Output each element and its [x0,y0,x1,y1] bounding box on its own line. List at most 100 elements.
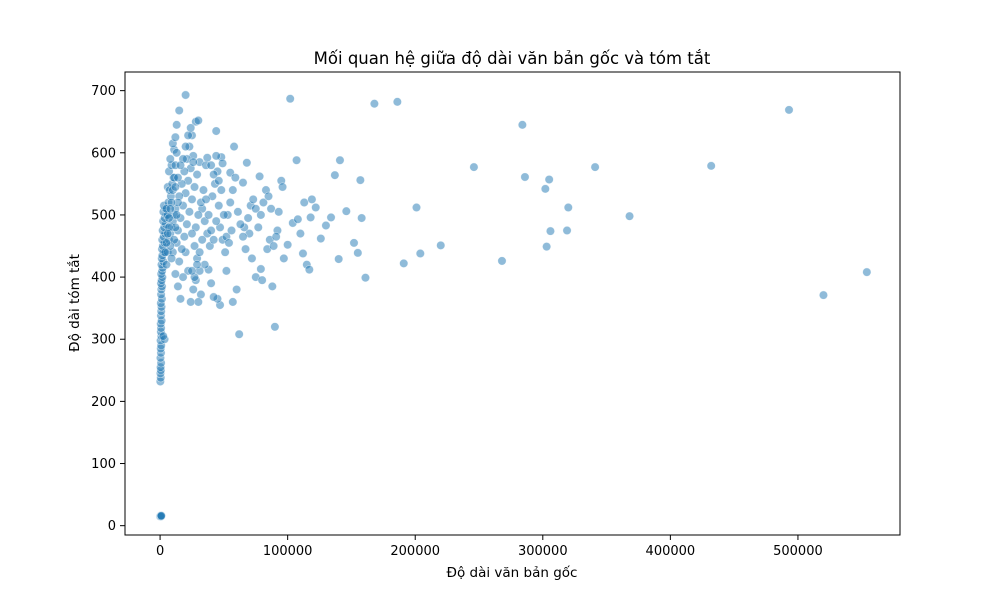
data-point [214,201,224,211]
y-tick-label: 700 [91,84,116,99]
data-point [235,219,245,229]
data-point [177,244,187,254]
data-point [326,212,336,222]
x-tick-label: 400000 [646,544,696,559]
data-point [230,173,240,183]
data-point [274,207,284,217]
y-tick-label: 300 [91,333,116,348]
data-point [307,194,317,204]
data-point [292,155,302,165]
data-point [181,142,191,152]
data-point [202,153,212,163]
data-point [238,232,248,242]
data-point [321,221,331,231]
data-point [264,191,274,201]
data-point [293,214,303,224]
data-point [211,216,221,226]
data-point [204,210,214,220]
data-point [192,170,202,180]
data-point [156,511,166,521]
data-point [399,258,409,268]
data-point [278,182,288,192]
data-point [190,182,200,192]
data-point [469,162,479,172]
data-point [186,297,196,307]
data-point [161,260,171,270]
data-point [279,253,289,263]
chart-title: Mối quan hệ giữa độ dài văn bản gốc và t… [314,49,711,68]
data-point [355,175,365,185]
data-point [625,211,635,221]
data-point [304,265,314,275]
data-point [330,170,340,180]
data-point [211,126,221,136]
data-point [517,120,527,130]
data-point [187,229,197,239]
data-point [174,106,184,116]
data-point [193,210,203,220]
y-tick-label: 100 [91,457,116,472]
y-tick-label: 600 [91,146,116,161]
data-point [706,161,716,171]
data-point [248,194,258,204]
data-point [251,204,261,214]
data-point [545,226,555,236]
data-point [411,202,421,212]
data-point [187,266,197,276]
data-point [214,176,224,186]
data-point [201,194,211,204]
data-point [192,260,202,270]
data-point [520,172,530,182]
data-point [209,292,219,302]
data-point [267,281,277,291]
data-point [172,210,182,220]
data-point [862,267,872,277]
data-point [179,232,189,242]
data-point [562,225,572,235]
data-point [311,202,321,212]
data-point [209,170,219,180]
data-point [257,275,267,285]
data-point [784,105,794,115]
data-point [160,247,170,257]
data-point [228,185,238,195]
data-point [188,285,198,295]
data-point [349,238,359,248]
y-tick-label: 500 [91,208,116,223]
data-point [224,238,234,248]
data-point [165,204,175,214]
points-layer [155,90,872,521]
data-point [544,175,554,185]
data-point [170,269,180,279]
data-point [227,225,237,235]
data-point [299,198,309,208]
data-point [335,155,345,165]
data-point [266,204,276,214]
data-point [255,171,265,181]
data-point [188,157,198,167]
data-point [306,212,316,222]
data-point [316,234,326,244]
data-point [221,266,231,276]
data-point [360,273,370,283]
data-point [238,178,248,188]
data-point [206,160,216,170]
data-point [233,207,243,217]
data-point [170,182,180,192]
data-point [415,248,425,258]
x-tick-label: 300000 [518,544,568,559]
data-point [436,240,446,250]
data-point [178,272,188,282]
data-point [218,158,228,168]
plot-frame [124,71,901,536]
data-point [270,322,280,332]
x-tick-label: 100000 [263,544,313,559]
data-point [298,248,308,258]
data-point [206,225,216,235]
data-point [353,248,363,258]
data-point [271,232,281,242]
x-tick-label: 0 [156,544,164,559]
data-point [818,290,828,300]
data-point [211,151,221,161]
data-point [161,238,171,248]
